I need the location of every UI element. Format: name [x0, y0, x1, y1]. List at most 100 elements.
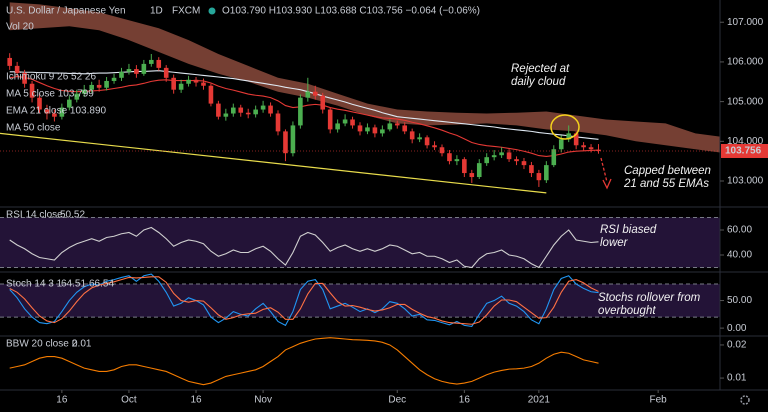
- y-tick-label: 60.00: [727, 225, 752, 236]
- candle-body: [89, 84, 94, 90]
- candle-body: [544, 165, 549, 181]
- y-tick-label: 107.000: [727, 17, 764, 28]
- candle-body: [491, 155, 497, 158]
- candle-body: [596, 149, 601, 151]
- candle-body: [67, 99, 72, 108]
- x-tick-label: Dec: [388, 395, 406, 406]
- indicator-line: [9, 273, 599, 328]
- candle-body: [335, 123, 340, 130]
- annotation: RSI biased: [600, 224, 657, 236]
- candle-body: [149, 59, 154, 64]
- candle-body: [245, 112, 251, 115]
- candle-body: [298, 97, 303, 126]
- indicator-value: 50.52: [60, 210, 85, 221]
- candle-body: [134, 69, 139, 74]
- candle-body: [22, 73, 27, 84]
- candle-body: [44, 109, 50, 114]
- candle-body: [283, 131, 288, 154]
- candle-body: [238, 107, 244, 113]
- candle-body: [499, 152, 504, 156]
- candle-body: [223, 113, 229, 117]
- y-tick-label: 0.02: [727, 340, 747, 351]
- candle-body: [342, 119, 348, 124]
- candle-body: [59, 107, 65, 117]
- candle-body: [312, 91, 318, 96]
- indicator-line: [9, 337, 599, 386]
- candle-body: [141, 63, 147, 74]
- indicator-line: [9, 276, 599, 325]
- annotation: Stochs rollover from: [598, 292, 701, 304]
- price-tag-label: 103.756: [725, 146, 762, 157]
- candle-body: [104, 80, 109, 88]
- candle-body: [365, 127, 370, 132]
- candle-body: [327, 109, 333, 130]
- status-dot: [208, 7, 216, 15]
- y-tick-label: 0.01: [727, 373, 747, 384]
- indicator-label: RSI 14 close: [6, 210, 63, 221]
- indicator-label: BBW 20 close 2: [6, 339, 78, 350]
- candle-body: [111, 77, 117, 81]
- candle-body: [387, 123, 393, 130]
- y-tick-label: 40.00: [727, 250, 752, 261]
- band-fill: [0, 217, 720, 268]
- indicator-label: Stoch 14 3 1: [6, 279, 63, 290]
- candle-body: [320, 95, 326, 110]
- legend-entry: Ichimoku 9 26 52 26: [6, 72, 96, 83]
- candle-body: [432, 145, 437, 148]
- trendline: [0, 132, 547, 194]
- candle-body: [573, 133, 579, 146]
- ichimoku-cloud: [9, 2, 720, 153]
- candle-body: [37, 97, 42, 110]
- candle-body: [275, 113, 281, 132]
- candle-body: [156, 59, 162, 68]
- x-tick-label: 16: [56, 395, 68, 406]
- candle-body: [208, 85, 214, 104]
- candle-body: [260, 105, 266, 110]
- candle-body: [305, 91, 311, 98]
- y-tick-label: 105.000: [727, 96, 764, 107]
- candle-body: [357, 125, 363, 132]
- candle-body: [581, 145, 586, 148]
- annotation: overbought: [598, 305, 656, 317]
- legend-entry: MA 50 close: [6, 123, 61, 134]
- candle-body: [29, 83, 35, 98]
- candle-body: [558, 139, 564, 150]
- y-tick-label: 106.000: [727, 57, 764, 68]
- candle-body: [372, 127, 378, 134]
- bbw-panel: [9, 337, 599, 386]
- annotation: daily cloud: [511, 76, 566, 88]
- x-tick-label: 16: [190, 395, 202, 406]
- x-tick-label: Oct: [121, 395, 137, 406]
- price-tag: [721, 143, 768, 158]
- candle-body: [402, 125, 408, 132]
- candle-body: [14, 65, 20, 74]
- candle-body: [514, 159, 519, 162]
- legend-entry: EMA 21 close 103.890: [6, 106, 107, 117]
- candle-body: [462, 159, 467, 174]
- x-tick-label: 16: [459, 395, 471, 406]
- settings-icon[interactable]: [740, 395, 750, 405]
- candle-body: [126, 69, 132, 72]
- highlight-ellipse: [550, 114, 580, 140]
- rsi-panel: [0, 217, 720, 269]
- candle-body: [529, 165, 534, 174]
- indicator-value: 0.01: [72, 339, 92, 350]
- arrow: [600, 157, 608, 183]
- candle-body: [484, 157, 490, 164]
- y-tick-label: 104.000: [727, 136, 764, 147]
- candle-body: [536, 173, 542, 181]
- candle-body: [193, 79, 199, 83]
- stoch-panel: [0, 273, 720, 328]
- candle-body: [96, 84, 102, 88]
- candle-body: [119, 71, 124, 78]
- candle-body: [74, 93, 80, 100]
- candle-body: [380, 129, 385, 134]
- interval: 1D: [150, 6, 163, 17]
- candle-body: [521, 161, 527, 166]
- source: FXCM: [172, 6, 200, 17]
- candle-body: [476, 163, 482, 178]
- candle-body: [171, 77, 176, 90]
- candle-body: [439, 147, 445, 154]
- quote: O103.790 H103.930 L103.688 C103.756 −0.0…: [222, 6, 480, 17]
